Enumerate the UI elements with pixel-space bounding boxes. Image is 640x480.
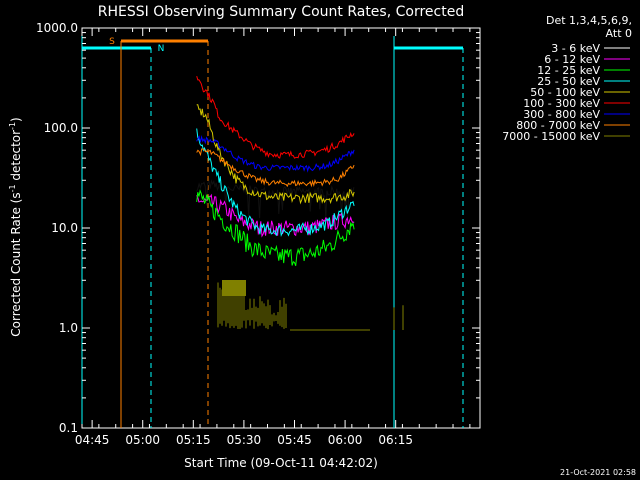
x-tick-label: 05:00 (125, 433, 160, 447)
series-line (196, 189, 355, 266)
legend-entry-label: 800 - 7000 keV (516, 119, 600, 132)
legend-entry-label: 12 - 25 keV (537, 64, 600, 77)
series-line (196, 135, 355, 173)
saa-label: S (109, 37, 115, 47)
series-line (196, 179, 355, 220)
y-tick-label: 100.0 (44, 121, 78, 135)
series-line (196, 193, 355, 238)
x-tick-label: 06:15 (378, 433, 413, 447)
attenuator-decimation-markers: SN (81, 36, 464, 428)
y-tick-label: 1.0 (59, 321, 78, 335)
legend-entry-label: 3 - 6 keV (551, 42, 600, 55)
legend-entry-label: 6 - 12 keV (544, 53, 600, 66)
series-line-7000-15000 (217, 282, 404, 330)
series-line (196, 75, 355, 159)
timestamp: 21-Oct-2021 02:58 (560, 468, 636, 477)
x-tick-label: 06:00 (328, 433, 363, 447)
plot-border (81, 27, 481, 429)
series-line (196, 104, 355, 205)
legend-entry-label: 25 - 50 keV (537, 75, 600, 88)
series-line (196, 148, 355, 188)
x-tick-label: 05:45 (277, 433, 312, 447)
legend-entry-label: 300 - 800 keV (523, 108, 600, 121)
y-tick-label: 10.0 (51, 221, 78, 235)
series-lines (196, 75, 404, 331)
series-block-7000-15000 (222, 280, 246, 296)
x-axis-label: Start Time (09-Oct-11 04:42:02) (184, 456, 378, 470)
x-tick-label: 05:15 (176, 433, 211, 447)
axis-ticks: 04:45 05:00 05:15 05:30 05:45 06:00 06:15 0.1 1.… (36, 21, 480, 447)
legend-entry-label: 100 - 300 keV (523, 97, 600, 110)
plot-frame (81, 27, 481, 429)
y-tick-label: 0.1 (59, 421, 78, 435)
y-tick-label: 1000.0 (36, 21, 78, 35)
legend-entry-label: 50 - 100 keV (530, 86, 600, 99)
legend-title-line2: Att 0 (606, 27, 632, 40)
x-tick-label: 04:45 (75, 433, 110, 447)
chart-title: RHESSI Observing Summary Count Rates, Co… (98, 4, 464, 20)
y-axis-label: Corrected Count Rate (s-1 detector-1) (8, 117, 23, 336)
x-tick-label: 05:30 (227, 433, 262, 447)
series-line (196, 128, 355, 237)
legend-title-line1: Det 1,3,4,5,6,9, (546, 14, 632, 27)
night-label: N (158, 44, 165, 54)
legend-entry-label: 7000 - 15000 keV (502, 130, 600, 143)
